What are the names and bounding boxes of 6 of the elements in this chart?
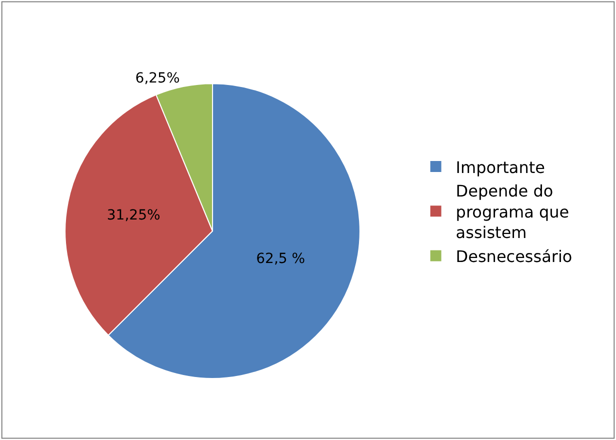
data-label: 6,25%: [135, 70, 180, 87]
legend-label: Depende do programa que assistem: [456, 182, 570, 242]
data-label: 62,5 %: [256, 251, 306, 268]
legend-label: Importante: [456, 158, 545, 177]
legend-label: Desnecessário: [456, 246, 572, 266]
data-label: 31,25%: [106, 207, 160, 224]
